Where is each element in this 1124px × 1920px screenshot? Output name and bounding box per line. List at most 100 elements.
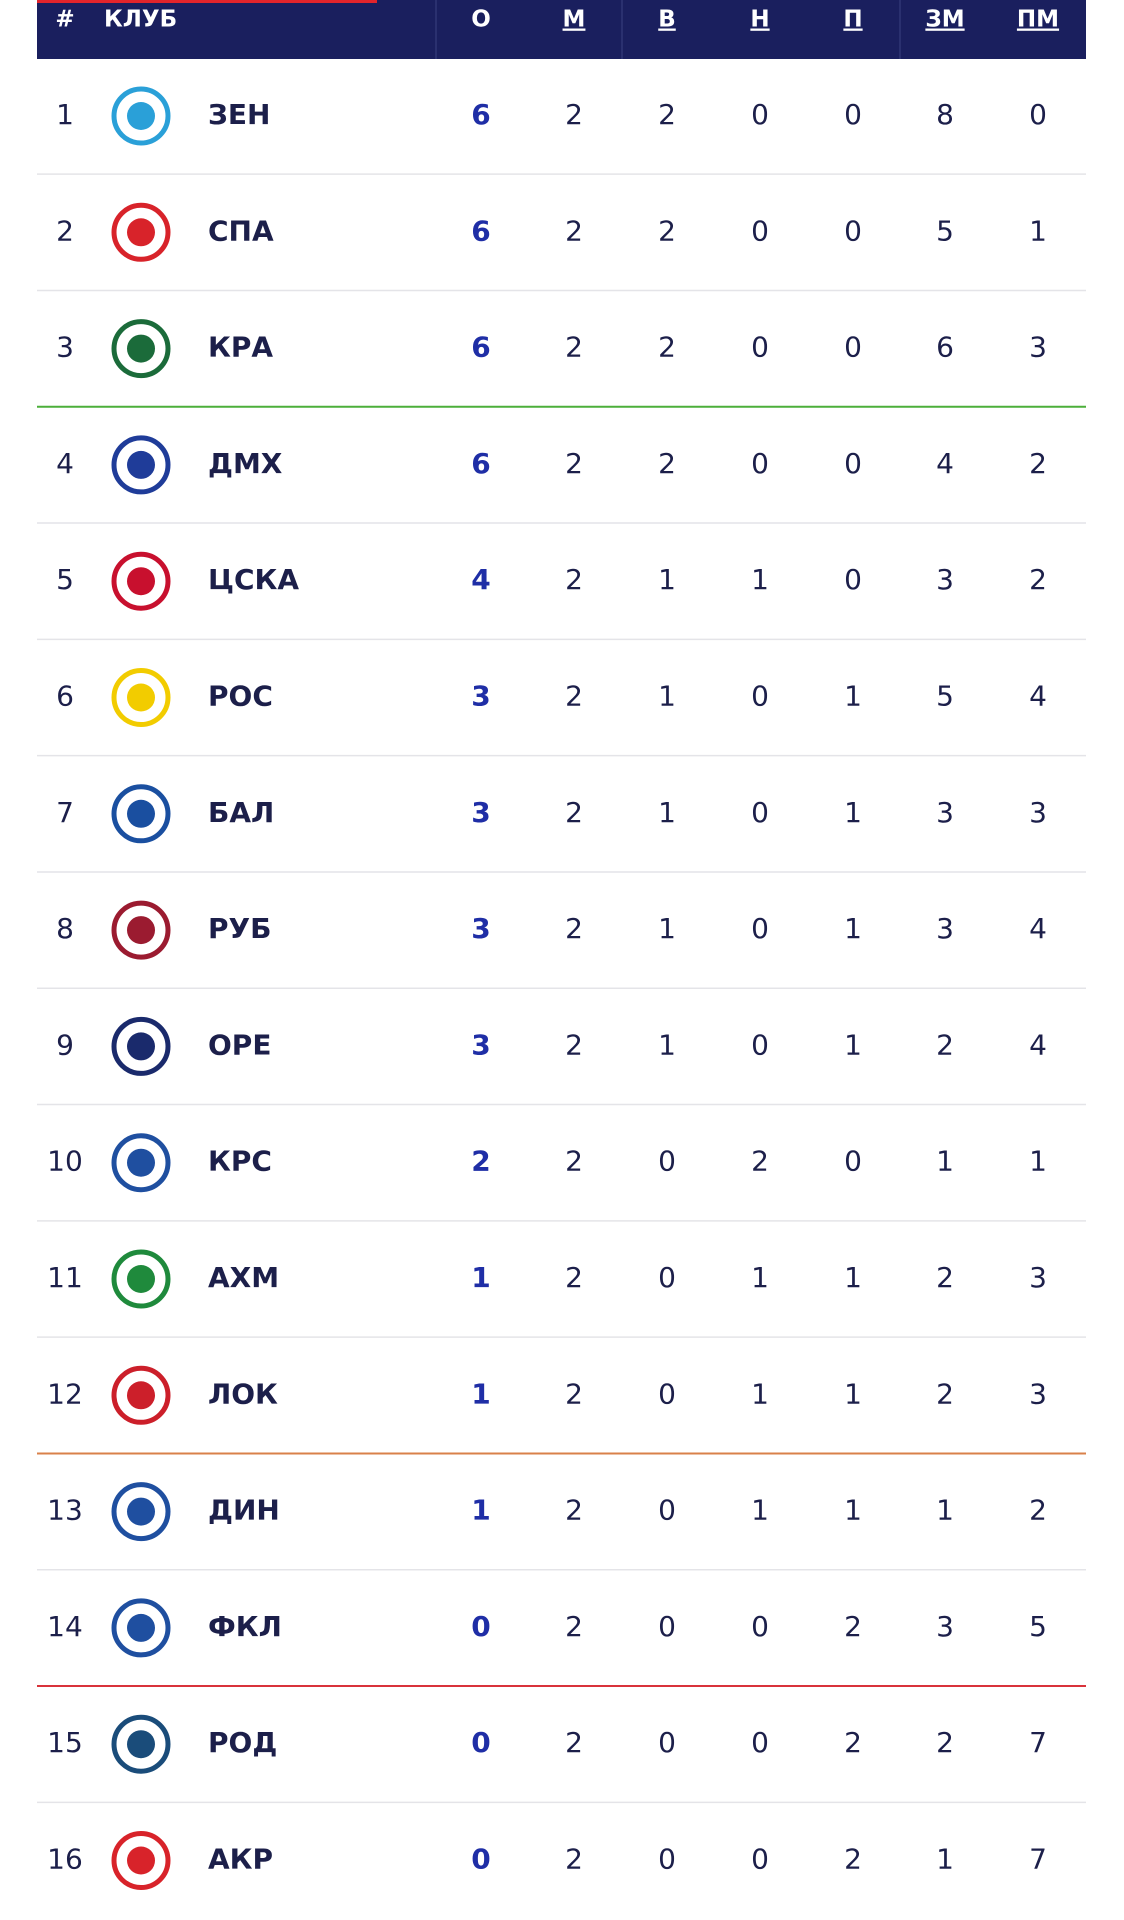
club-name: АХМ bbox=[208, 1261, 279, 1294]
stat-cell: 0 bbox=[844, 331, 862, 364]
stat-cell: 3 bbox=[936, 563, 954, 596]
stat-cell: 0 bbox=[658, 1726, 676, 1759]
stat-cell: 1 bbox=[844, 796, 862, 829]
club-logo-core bbox=[127, 799, 155, 828]
club-name: ФКЛ bbox=[208, 1610, 282, 1643]
stat-cell: 2 bbox=[936, 1377, 954, 1410]
stat-cell: 1 bbox=[751, 563, 769, 596]
position: 5 bbox=[56, 563, 74, 596]
stat-cell: 0 bbox=[844, 98, 862, 131]
club-logo-core bbox=[127, 683, 155, 712]
stat-cell: 1 bbox=[844, 1377, 862, 1410]
club-name: БАЛ bbox=[208, 796, 274, 829]
stat-cell: 2 bbox=[565, 1726, 583, 1759]
club-logo-core bbox=[127, 1613, 155, 1642]
stat-cell: 2 bbox=[936, 1261, 954, 1294]
stat-cell: 3 bbox=[936, 1610, 954, 1643]
stat-cell: 2 bbox=[844, 1726, 862, 1759]
stat-cell: 1 bbox=[936, 1145, 954, 1178]
stat-cell: 0 bbox=[658, 1494, 676, 1527]
points: 6 bbox=[471, 214, 490, 247]
club-logo-core bbox=[127, 1846, 155, 1875]
points: 6 bbox=[471, 447, 490, 480]
stat-cell: 1 bbox=[844, 912, 862, 945]
stat-cell: 1 bbox=[658, 563, 676, 596]
position: 12 bbox=[47, 1377, 83, 1410]
stat-cell: 0 bbox=[658, 1610, 676, 1643]
stat-cell: 3 bbox=[1029, 1377, 1047, 1410]
stat-cell: 2 bbox=[565, 563, 583, 596]
club-name: РОД bbox=[208, 1726, 277, 1759]
club-name: РУБ bbox=[208, 912, 271, 945]
stat-cell: 2 bbox=[565, 331, 583, 364]
club-name: ЛОК bbox=[208, 1377, 278, 1410]
position: 7 bbox=[56, 796, 74, 829]
stat-cell: 0 bbox=[658, 1261, 676, 1294]
stat-cell: 2 bbox=[565, 1261, 583, 1294]
header-cell: Н bbox=[750, 7, 769, 33]
stat-cell: 1 bbox=[658, 1028, 676, 1061]
stat-cell: 1 bbox=[751, 1494, 769, 1527]
club-name: ЗЕН bbox=[208, 98, 270, 131]
stat-cell: 4 bbox=[1029, 912, 1047, 945]
header-cell: В bbox=[658, 7, 676, 33]
stat-cell: 0 bbox=[1029, 98, 1047, 131]
position: 14 bbox=[47, 1610, 83, 1643]
stat-cell: 0 bbox=[751, 912, 769, 945]
stat-cell: 0 bbox=[844, 214, 862, 247]
stat-cell: 2 bbox=[1029, 447, 1047, 480]
stat-cell: 3 bbox=[936, 796, 954, 829]
stat-cell: 2 bbox=[936, 1028, 954, 1061]
points: 0 bbox=[471, 1610, 490, 1643]
stat-cell: 1 bbox=[658, 680, 676, 713]
stat-cell: 1 bbox=[936, 1494, 954, 1527]
points: 6 bbox=[471, 331, 490, 364]
stat-cell: 1 bbox=[751, 1261, 769, 1294]
stat-cell: 2 bbox=[565, 1494, 583, 1527]
stat-cell: 2 bbox=[565, 98, 583, 131]
points: 4 bbox=[471, 563, 490, 596]
points: 2 bbox=[471, 1145, 490, 1178]
points: 0 bbox=[471, 1726, 490, 1759]
stat-cell: 2 bbox=[565, 912, 583, 945]
stat-cell: 0 bbox=[751, 447, 769, 480]
stat-cell: 2 bbox=[844, 1610, 862, 1643]
stat-cell: 4 bbox=[1029, 1028, 1047, 1061]
stat-cell: 5 bbox=[936, 214, 954, 247]
stat-cell: 0 bbox=[751, 1610, 769, 1643]
points: 3 bbox=[471, 796, 490, 829]
stat-cell: 2 bbox=[565, 1028, 583, 1061]
club-logo-core bbox=[127, 218, 155, 247]
stat-cell: 2 bbox=[565, 1843, 583, 1876]
stat-cell: 1 bbox=[844, 1494, 862, 1527]
stat-cell: 0 bbox=[658, 1843, 676, 1876]
club-name: РОС bbox=[208, 680, 273, 713]
club-name: ДИН bbox=[208, 1494, 280, 1527]
club-name: ДМХ bbox=[208, 447, 283, 480]
stat-cell: 2 bbox=[658, 447, 676, 480]
position: 4 bbox=[56, 447, 74, 480]
stat-cell: 2 bbox=[658, 98, 676, 131]
points: 0 bbox=[471, 1843, 490, 1876]
position: 16 bbox=[47, 1843, 83, 1876]
club-logo-core bbox=[127, 1148, 155, 1177]
stat-cell: 3 bbox=[1029, 331, 1047, 364]
club-name: КРС bbox=[208, 1145, 272, 1178]
stat-cell: 0 bbox=[658, 1145, 676, 1178]
header-cell: О bbox=[471, 7, 491, 33]
stat-cell: 1 bbox=[658, 912, 676, 945]
stat-cell: 1 bbox=[844, 680, 862, 713]
position: 15 bbox=[47, 1726, 83, 1759]
position: 11 bbox=[47, 1261, 83, 1294]
stat-cell: 2 bbox=[565, 214, 583, 247]
stat-cell: 4 bbox=[936, 447, 954, 480]
header-cell: ПМ bbox=[1017, 7, 1059, 33]
position: 13 bbox=[47, 1494, 83, 1527]
club-logo-core bbox=[127, 450, 155, 479]
club-logo-core bbox=[127, 1497, 155, 1526]
stat-cell: 1 bbox=[1029, 1145, 1047, 1178]
stat-cell: 1 bbox=[751, 1377, 769, 1410]
club-logo-core bbox=[127, 1032, 155, 1061]
stat-cell: 2 bbox=[565, 1377, 583, 1410]
stat-cell: 2 bbox=[565, 447, 583, 480]
